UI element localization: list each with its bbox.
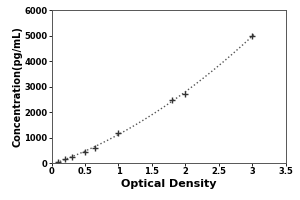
X-axis label: Optical Density: Optical Density bbox=[121, 179, 216, 189]
Y-axis label: Concentration(pg/mL): Concentration(pg/mL) bbox=[13, 26, 23, 147]
